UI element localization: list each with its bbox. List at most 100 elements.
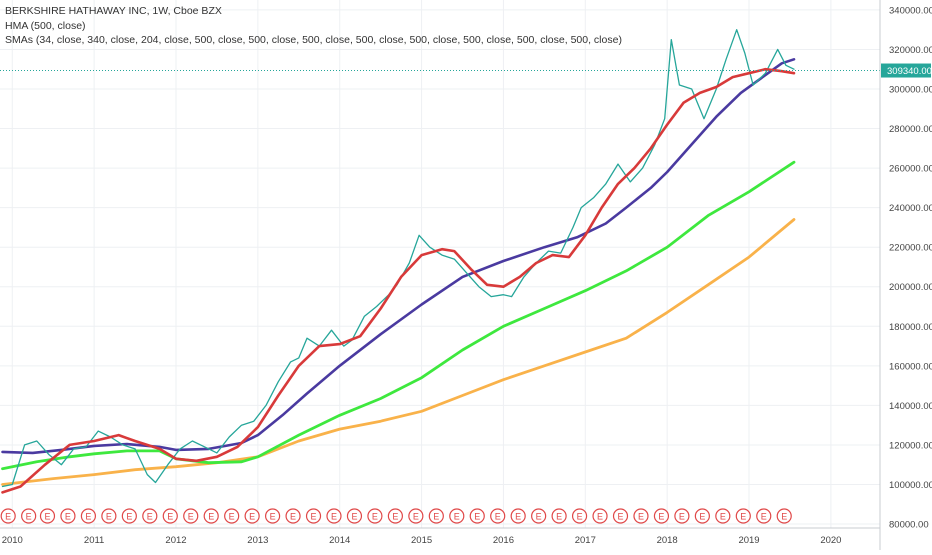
event-marker [531,508,547,524]
event-marker [183,508,199,524]
event-marker [60,508,76,524]
y-tick-label: 100000.00 [889,480,932,491]
hma-legend-label: HMA (500, close) [5,19,86,32]
series-line [1,218,796,486]
event-marker-label: E [331,512,337,522]
y-tick-label: 120000.00 [889,440,932,451]
x-tick-label: 2016 [493,535,514,546]
grid [0,0,880,528]
y-tick-label: 340000.00 [889,5,932,16]
event-marker [428,508,444,524]
chart-title: BERKSHIRE HATHAWAY INC, 1W, Cboe BZX [5,5,222,17]
y-tick-label: 180000.00 [889,322,932,333]
event-marker-label: E [106,512,112,522]
event-marker-label: E [597,512,603,522]
event-marker [551,508,567,524]
event-marker-label: E [413,512,419,522]
event-marker-label: E [351,512,357,522]
event-marker-label: E [85,512,91,522]
x-tick-label: 2011 [84,535,104,546]
event-marker-label: E [536,512,542,522]
event-marker [80,508,97,524]
event-marker [305,508,322,524]
event-marker-label: E [556,512,562,522]
chart-legend: BERKSHIRE HATHAWAY INC, 1W, Cboe BZX HMA… [5,4,622,48]
event-marker [121,508,137,524]
event-marker-label: E [474,512,480,522]
event-marker [490,508,506,524]
last-price-label: 309340.00 [887,66,932,77]
event-marker [0,508,16,524]
x-tick-label: 2018 [657,535,678,546]
event-marker [101,508,117,524]
event-marker [694,508,710,524]
event-marker-label: E [658,512,664,522]
event-marker-label: E [249,512,255,522]
event-marker [224,508,240,524]
event-marker-label: E [617,512,623,522]
event-marker-label: E [454,512,460,522]
y-tick-label: 320000.00 [889,45,932,56]
event-marker-label: E [781,512,787,522]
event-marker [142,508,158,524]
series-lines [1,29,796,494]
y-tick-label: 80000.00 [889,520,929,531]
event-marker [612,508,629,524]
event-marker [653,508,670,524]
event-marker [387,508,403,524]
event-marker-label: E [26,512,32,522]
event-marker-label: E [679,512,685,522]
x-tick-label: 2010 [2,535,23,546]
y-tick-label: 240000.00 [889,203,932,214]
event-marker [571,508,588,524]
event-marker-label: E [372,512,378,522]
event-marker [285,508,301,524]
event-marker-label: E [392,512,398,522]
y-tick-label: 260000.00 [889,164,932,175]
x-tick-label: 2012 [165,535,186,546]
event-marker-label: E [270,512,276,522]
event-marker-label: E [290,512,296,522]
event-marker [633,508,649,524]
y-tick-label: 280000.00 [889,124,932,135]
event-marker [162,508,178,524]
event-marker-label: E [577,512,583,522]
event-marker [326,508,342,524]
series-line [1,67,796,494]
event-marker-label: E [515,512,521,522]
sma-legend-label: SMAs (34, close, 340, close, 204, close,… [5,34,622,46]
y-tick-label: 200000.00 [889,282,932,293]
series-line [1,29,795,488]
event-marker [715,508,731,524]
last-price-line: 309340.00 [0,63,932,78]
event-marker [735,508,751,524]
event-marker [674,508,690,524]
y-tick-label: 220000.00 [889,243,932,254]
y-tick-label: 140000.00 [889,401,932,412]
event-marker-label: E [638,512,644,522]
event-marker [346,508,363,524]
event-marker [264,508,281,524]
event-marker [408,508,424,524]
event-marker [21,508,37,524]
event-marker-label: E [720,512,726,522]
last-price-badge [881,63,931,78]
event-marker-label: E [5,512,11,522]
event-marker-label: E [167,512,173,522]
y-tick-label: 300000.00 [889,84,932,95]
x-tick-label: 2013 [247,535,268,546]
event-marker-label: E [495,512,501,522]
event-marker [776,508,792,524]
event-marker [367,508,383,524]
event-marker-label: E [126,512,132,522]
event-marker-label: E [433,512,439,522]
event-marker [203,508,219,524]
event-marker [469,508,485,524]
event-marker-label: E [65,512,71,522]
event-marker-label: E [699,512,705,522]
event-marker-label: E [147,512,153,522]
series-line [1,58,796,455]
